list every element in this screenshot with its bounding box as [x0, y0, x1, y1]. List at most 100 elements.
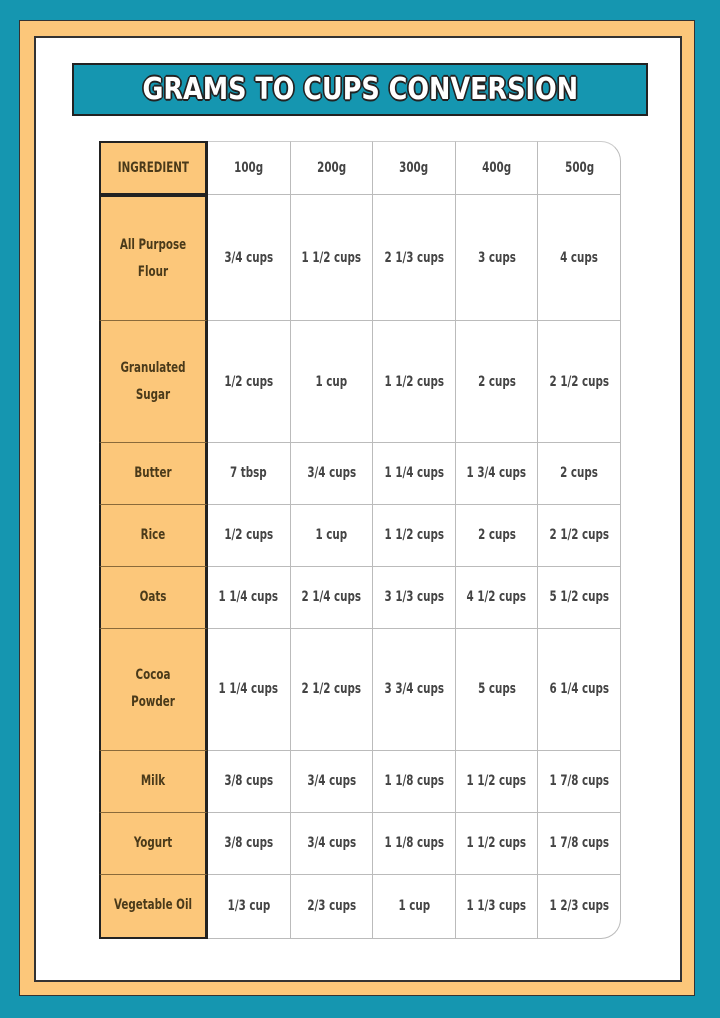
value-cell: 1 1/2 cups	[373, 504, 456, 567]
cup-amount: 1/2 cups	[224, 527, 274, 544]
header-label: INGREDIENT	[117, 159, 189, 176]
table-row: Milk 3/8 cups 3/4 cups 1 1/8 cups 1 1/2 cups…	[99, 750, 621, 813]
cup-amount: 3/4 cups	[307, 465, 356, 482]
cup-amount: 1 2/3 cups	[549, 898, 609, 915]
value-cell: 6 1/4 cups	[538, 628, 621, 751]
value-cell: 1 1/4 cups	[373, 442, 456, 505]
column-header: 100g	[208, 141, 291, 195]
cup-amount: 3/4 cups	[307, 835, 356, 852]
value-cell: 1 cup	[373, 874, 456, 939]
value-cell: 2/3 cups	[290, 874, 374, 939]
cup-amount: 1 1/8 cups	[384, 835, 444, 852]
value-cell: 1 1/2 cups	[455, 812, 539, 875]
cup-amount: 1 1/2 cups	[466, 773, 527, 790]
cup-amount: 3 cups	[477, 249, 516, 266]
cup-amount: 3 3/4 cups	[384, 681, 444, 698]
value-cell: 3/4 cups	[290, 812, 374, 875]
header-row: INGREDIENT 100g 200g 300g 400g 500g	[99, 141, 621, 195]
value-cell: 1 1/2 cups	[290, 195, 374, 322]
header-label: 500g	[564, 160, 594, 176]
table-row: Cocoa Powder 1 1/4 cups 2 1/2 cups 3 3/4 cu…	[99, 628, 621, 751]
value-cell: 2 1/2 cups	[538, 504, 621, 567]
cup-amount: 1 1/8 cups	[384, 773, 444, 790]
ingredient-name: Rice	[140, 526, 166, 543]
cup-amount: 5 1/2 cups	[549, 589, 609, 606]
value-cell: 3/8 cups	[208, 750, 291, 813]
value-cell: 2 cups	[538, 442, 621, 505]
column-header: 200g	[290, 141, 374, 195]
cup-amount: 1 7/8 cups	[549, 835, 609, 852]
cup-amount: 2 1/2 cups	[549, 373, 609, 390]
ingredient-cell: Granulated Sugar	[99, 321, 208, 443]
value-cell: 1 1/8 cups	[373, 812, 456, 875]
value-cell: 5 1/2 cups	[538, 566, 621, 629]
value-cell: 1 3/4 cups	[455, 442, 539, 505]
cup-amount: 4 1/2 cups	[466, 589, 527, 606]
header-label: 100g	[234, 160, 264, 176]
value-cell: 1 7/8 cups	[538, 750, 621, 813]
ingredient-name: Granulated Sugar	[120, 359, 186, 403]
cup-amount: 3/4 cups	[307, 773, 356, 790]
ingredient-name: Butter	[134, 464, 172, 481]
header-label: 300g	[399, 160, 429, 176]
page-title: GRAMS TO CUPS CONVERSION	[142, 72, 578, 107]
value-cell: 3 3/4 cups	[373, 628, 456, 751]
value-cell: 1 2/3 cups	[538, 874, 621, 939]
value-cell: 2 cups	[455, 321, 539, 443]
cup-amount: 1 1/2 cups	[301, 249, 362, 266]
value-cell: 3 1/3 cups	[373, 566, 456, 629]
table-row: Oats 1 1/4 cups 2 1/4 cups 3 1/3 cups 4 1/2 …	[99, 566, 621, 629]
column-header: 400g	[455, 141, 539, 195]
value-cell: 1/3 cup	[208, 874, 291, 939]
cup-amount: 3/4 cups	[224, 249, 274, 266]
value-cell: 1/2 cups	[208, 504, 291, 567]
value-cell: 1 1/8 cups	[373, 750, 456, 813]
ingredient-cell: Vegetable Oil	[99, 874, 208, 939]
column-header: 500g	[538, 141, 621, 195]
cup-amount: 1 1/2 cups	[466, 835, 527, 852]
ingredient-name: Milk	[140, 772, 166, 789]
column-header: 300g	[373, 141, 456, 195]
conversion-table: INGREDIENT 100g 200g 300g 400g 500g All Purpo…	[99, 141, 621, 939]
ingredient-cell: Cocoa Powder	[99, 628, 208, 751]
cup-amount: 1 cup	[398, 898, 430, 915]
ingredient-name: Oats	[139, 588, 167, 605]
cup-amount: 2 1/4 cups	[301, 589, 362, 606]
cup-amount: 2 1/2 cups	[549, 527, 609, 544]
value-cell: 2 1/4 cups	[290, 566, 374, 629]
header-label: 200g	[316, 160, 346, 176]
cup-amount: 2/3 cups	[307, 898, 356, 915]
value-cell: 2 1/3 cups	[373, 195, 456, 322]
value-cell: 1 1/4 cups	[208, 628, 291, 751]
ingredient-cell: Butter	[99, 442, 208, 505]
cup-amount: 1 cup	[315, 373, 348, 390]
cup-amount: 1 3/4 cups	[466, 465, 527, 482]
value-cell: 1 cup	[290, 321, 374, 443]
value-cell: 3/8 cups	[208, 812, 291, 875]
table-row: Vegetable Oil 1/3 cup 2/3 cups 1 cup 1 1/3 c…	[99, 874, 621, 939]
cup-amount: 2 1/3 cups	[384, 249, 444, 266]
value-cell: 3/4 cups	[290, 442, 374, 505]
ingredient-cell: Oats	[99, 566, 208, 629]
cup-amount: 1 1/4 cups	[384, 465, 444, 482]
ingredient-cell: All Purpose Flour	[99, 195, 208, 322]
ingredient-name: Cocoa Powder	[131, 667, 175, 711]
table-row: Granulated Sugar 1/2 cups 1 cup 1 1/2 cups 2…	[99, 321, 621, 443]
cup-amount: 1 1/2 cups	[384, 373, 444, 390]
value-cell: 1 1/2 cups	[373, 321, 456, 443]
cup-amount: 1 1/2 cups	[384, 527, 444, 544]
value-cell: 1 cup	[290, 504, 374, 567]
cup-amount: 1/3 cup	[227, 898, 271, 915]
value-cell: 4 cups	[538, 195, 621, 322]
value-cell: 5 cups	[455, 628, 539, 751]
value-cell: 1 1/4 cups	[208, 566, 291, 629]
value-cell: 1 1/3 cups	[455, 874, 539, 939]
cup-amount: 2 cups	[477, 373, 516, 390]
ingredient-name: Vegetable Oil	[113, 897, 193, 914]
ingredient-cell: Rice	[99, 504, 208, 567]
ingredient-cell: Milk	[99, 750, 208, 813]
cup-amount: 2 1/2 cups	[301, 681, 362, 698]
value-cell: 3 cups	[455, 195, 539, 322]
table-row: Yogurt 3/8 cups 3/4 cups 1 1/8 cups 1 1/2 cu…	[99, 812, 621, 875]
ingredient-header: INGREDIENT	[99, 141, 208, 195]
